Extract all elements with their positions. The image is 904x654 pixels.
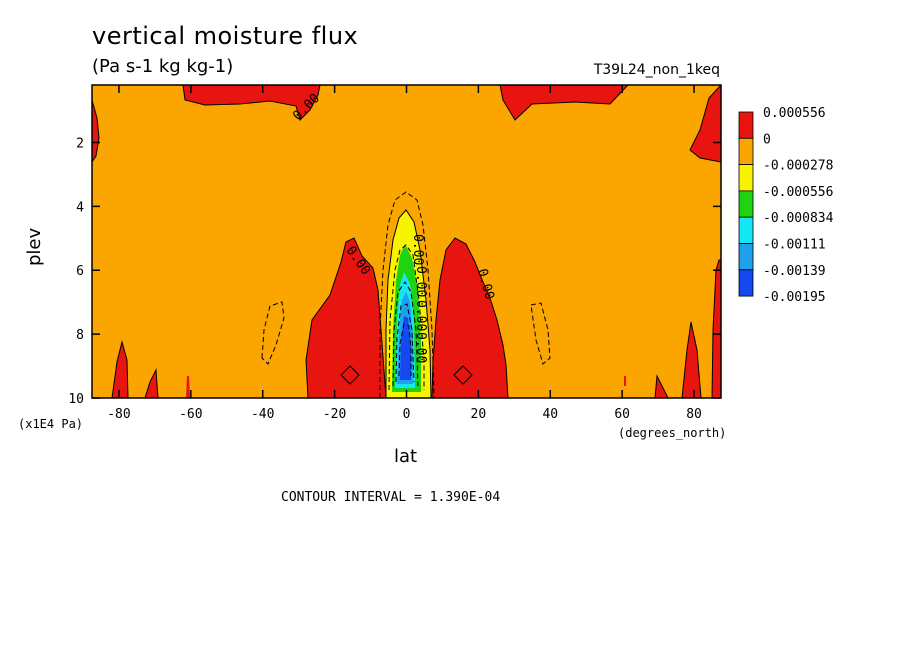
zero-contour-diamond-south (340, 365, 360, 385)
contour-label-core-1: 0.00 (410, 234, 425, 265)
dashed-contour-inner-1 (388, 244, 425, 391)
colorbar-swatch (738, 190, 754, 218)
x-tick-label: -60 (179, 407, 202, 422)
dashed-contour-inner-4 (398, 323, 412, 377)
positive-spike-3 (186, 376, 190, 398)
zero-contour-south (305, 237, 387, 399)
zero-contour-top-right (499, 84, 629, 121)
colorbar-swatch (738, 269, 754, 297)
x-tick-label: 0 (403, 407, 411, 422)
axis-ticks: -80 -60 -40 -20 0 20 40 60 80 2 4 6 8 10 (68, 85, 721, 422)
colorbar-label: -0.000834 (763, 211, 834, 226)
dashed-contour-north-loop (530, 302, 551, 365)
zero-contour-right-edge (689, 84, 722, 163)
x-tick-label: 20 (471, 407, 487, 422)
chart-subtitle: (Pa s-1 kg kg-1) (92, 56, 234, 77)
y-tick-label: 4 (76, 200, 84, 215)
plot-area: 0.00 0.00 0.00 0.00 0.00 0.00 0.00 -80 -6… (68, 84, 722, 422)
colorbar-swatch (738, 111, 754, 139)
x-tick-label: 80 (686, 407, 702, 422)
zero-contour-equator (385, 209, 432, 399)
zero-contour-diamond-north (453, 365, 473, 385)
zero-contour-spike-5 (681, 321, 702, 399)
x-axis-unit: (degrees_north) (618, 426, 727, 440)
colorbar-label: -0.00111 (763, 238, 826, 253)
negative-contours (261, 191, 551, 399)
colorbar-label: -0.00139 (763, 264, 826, 279)
zero-contours (91, 84, 722, 399)
colorbar-label: 0.000556 (763, 106, 826, 121)
y-tick-label: 2 (76, 136, 84, 151)
x-tick-label: 60 (614, 407, 630, 422)
colorbar-swatch (738, 137, 754, 166)
contour-label-core-4: 0.00 (413, 332, 428, 363)
colorbar-label: -0.000278 (763, 159, 833, 174)
positive-dot (624, 376, 626, 386)
dashed-contour-inner-3 (395, 303, 415, 383)
y-axis-unit: (x1E4 Pa) (18, 417, 84, 431)
colorbar-swatch (738, 243, 754, 271)
x-tick-label: -80 (107, 407, 130, 422)
y-tick-label: 6 (76, 264, 84, 279)
positive-spike-right-edge (712, 260, 721, 398)
positive-spike-2 (145, 370, 158, 398)
positive-region-north-subtropics (432, 238, 508, 398)
zero-contour-spike-1 (111, 340, 129, 399)
x-tick-label: -20 (323, 407, 346, 422)
positive-region-south-subtropics (306, 238, 386, 398)
colorbar-swatch (738, 164, 754, 192)
zero-contour-north (431, 237, 509, 399)
colorbar-label: -0.00195 (763, 290, 826, 305)
colorbar-label: -0.000556 (763, 185, 833, 200)
x-axis-label: lat (394, 446, 418, 467)
contour-labels: 0.00 0.00 0.00 0.00 0.00 0.00 0.00 (290, 91, 497, 363)
contour-label-core-2: 0.00 (413, 266, 428, 297)
contour-label-core-3: 0.00 (413, 300, 428, 331)
colorbar-label: 0 (763, 132, 771, 147)
y-tick-label: 8 (76, 328, 84, 343)
contour-interval: CONTOUR INTERVAL = 1.390E-04 (281, 490, 501, 505)
zero-contour-top-left (182, 84, 321, 121)
positive-spike-1 (112, 342, 128, 398)
x-tick-label: 40 (542, 407, 558, 422)
run-name: T39L24_non_1keq (593, 62, 720, 78)
y-axis-label: plev (24, 227, 45, 266)
colorbar-swatch (738, 216, 754, 244)
dashed-contour-inner-2 (392, 281, 419, 387)
colorbar: 0.000556 0 -0.000278 -0.000556 -0.000834 -0.0… (738, 106, 834, 305)
zero-contour-left-edge (91, 99, 100, 163)
dashed-contour-south-loop (261, 301, 285, 365)
zero-contour-spike-4 (654, 374, 669, 399)
chart-title: vertical moisture flux (92, 22, 359, 50)
zero-contour-spike-2 (144, 368, 159, 399)
y-tick-label: 10 (68, 392, 84, 407)
dashed-contour-outer (379, 191, 435, 399)
positive-spike-5 (682, 322, 701, 398)
x-tick-label: -40 (251, 407, 274, 422)
